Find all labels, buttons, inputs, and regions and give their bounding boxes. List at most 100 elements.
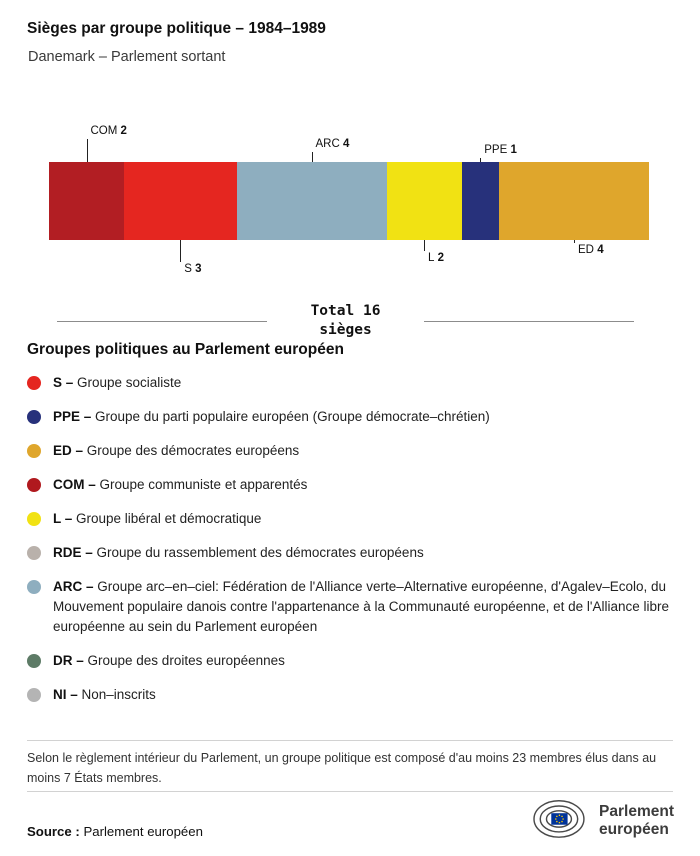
seat-label-group: S (184, 263, 192, 275)
legend-item-ppe: PPE – Groupe du parti populaire européen… (27, 407, 675, 427)
callout-line-arc (311, 152, 313, 162)
legend-item-arc: ARC – Groupe arc–en–ciel: Fédération de … (27, 577, 675, 637)
bar-segment-l (386, 162, 462, 240)
logo-wordmark: Parlement européen (599, 803, 674, 838)
seat-label-group: L (428, 252, 435, 264)
seat-label-l: L 2 (428, 252, 444, 265)
logo-line2: européen (599, 820, 669, 838)
total-rule-right (424, 320, 635, 322)
chart-label-layer: COM 2 S 3 ARC 4 L 2 PPE 1 ED 4 (49, 125, 649, 287)
seat-label-group: ARC (315, 138, 340, 150)
callout-line-ppe (480, 158, 482, 162)
bar-segment-arc (236, 162, 387, 240)
legend-text-arc: ARC – Groupe arc–en–ciel: Fédération de … (53, 577, 675, 637)
seat-label-count: 2 (120, 125, 127, 137)
legend-text-ppe: PPE – Groupe du parti populaire européen… (53, 407, 490, 427)
seat-label-s: S 3 (184, 263, 201, 276)
legend-abbr: S – (53, 375, 78, 390)
callout-line-ed (574, 240, 575, 243)
callout-line-s (180, 240, 182, 262)
hemicycle-logo-icon (527, 794, 589, 847)
legend-abbr: RDE – (53, 545, 97, 560)
footnote-divider-bottom (27, 791, 673, 792)
legend-dot-ed (27, 444, 41, 458)
seat-label-ed: ED 4 (578, 244, 604, 257)
european-parliament-logo: Parlement européen (527, 794, 674, 847)
legend-text-rde: RDE – Groupe du rassemblement des démocr… (53, 543, 424, 563)
source-label: Source : (27, 824, 80, 839)
seat-label-ppe: PPE 1 (484, 144, 517, 157)
total-unit: sièges (319, 322, 372, 338)
callout-line-l (424, 240, 425, 251)
legend-text-ed: ED – Groupe des démocrates européens (53, 441, 299, 461)
legend-dot-ni (27, 688, 41, 702)
total-block: Total 16 sièges (57, 298, 635, 344)
seat-label-count: 4 (597, 244, 604, 256)
page-subtitle: Danemark – Parlement sortant (28, 49, 226, 65)
legend-description: Groupe du rassemblement des démocrates e… (96, 545, 424, 560)
legend-item-com: COM – Groupe communiste et apparentés (27, 475, 675, 495)
footnote-divider-top (27, 740, 673, 741)
legend-item-s: S – Groupe socialiste (27, 373, 675, 393)
seat-label-group: PPE (484, 144, 508, 156)
total-value: 16 (362, 303, 381, 319)
legend-text-s: S – Groupe socialiste (53, 373, 181, 393)
total-label: Total (310, 303, 355, 319)
legend-text-dr: DR – Groupe des droites européennes (53, 651, 285, 671)
legend-item-ni: NI – Non–inscrits (27, 685, 675, 705)
legend-dot-l (27, 512, 41, 526)
bar-segment-ed (499, 162, 649, 240)
seat-chart: COM 2 S 3 ARC 4 L 2 PPE 1 ED 4 (49, 125, 649, 287)
legend-list: S – Groupe socialiste PPE – Groupe du par… (27, 373, 675, 705)
source-value: Parlement européen (83, 824, 203, 839)
seat-bar (49, 162, 649, 240)
callout-line-com (86, 139, 88, 162)
source-line: Source : Parlement européen (27, 824, 203, 839)
footnote: Selon le règlement intérieur du Parlemen… (27, 751, 657, 785)
bar-segment-s (124, 162, 237, 240)
seat-label-group: COM (90, 125, 118, 137)
legend-dot-ppe (27, 410, 41, 424)
legend-dot-dr (27, 654, 41, 668)
legend-abbr: COM – (53, 477, 100, 492)
logo-line1: Parlement (599, 803, 674, 820)
legend-item-rde: RDE – Groupe du rassemblement des démocr… (27, 543, 675, 563)
eu-flag-icon (551, 813, 568, 825)
seat-label-count: 2 (437, 252, 445, 264)
legend-description: Groupe communiste et apparentés (99, 477, 308, 492)
legend-abbr: DR – (53, 653, 88, 668)
total-rule-left (57, 320, 267, 322)
legend-dot-s (27, 376, 41, 390)
legend-dot-com (27, 478, 41, 492)
legend-description: Non–inscrits (81, 687, 156, 702)
seat-label-count: 1 (510, 144, 517, 156)
legend-item-dr: DR – Groupe des droites européennes (27, 651, 675, 671)
legend-text-com: COM – Groupe communiste et apparentés (53, 475, 307, 495)
seat-label-group: ED (578, 244, 594, 256)
bar-segment-ppe (461, 162, 499, 240)
legend-description: Groupe des droites européennes (87, 653, 285, 668)
legend-dot-rde (27, 546, 41, 560)
seat-label-count: 4 (342, 138, 350, 150)
legend: Groupes politiques au Parlement européen… (27, 341, 675, 719)
legend-item-ed: ED – Groupe des démocrates européens (27, 441, 675, 461)
bar-segment-com (49, 162, 124, 240)
legend-dot-arc (27, 580, 41, 594)
seat-label-count: 3 (195, 263, 202, 275)
total-text: Total 16 sièges (267, 302, 425, 340)
legend-abbr: NI – (53, 687, 82, 702)
legend-abbr: L – (53, 511, 77, 526)
legend-heading: Groupes politiques au Parlement européen (27, 341, 344, 358)
legend-abbr: ED – (53, 443, 87, 458)
legend-abbr: ARC – (53, 579, 98, 594)
legend-description: Groupe du parti populaire européen (Grou… (95, 409, 490, 424)
legend-description: Groupe arc–en–ciel: Fédération de l'Alli… (53, 579, 670, 634)
legend-item-l: L – Groupe libéral et démocratique (27, 509, 675, 529)
seat-label-com: COM 2 (91, 125, 127, 138)
legend-text-ni: NI – Non–inscrits (53, 685, 156, 705)
seat-label-arc: ARC 4 (316, 138, 350, 151)
legend-description: Groupe socialiste (77, 375, 182, 390)
legend-description: Groupe libéral et démocratique (76, 511, 262, 526)
legend-abbr: PPE – (53, 409, 96, 424)
